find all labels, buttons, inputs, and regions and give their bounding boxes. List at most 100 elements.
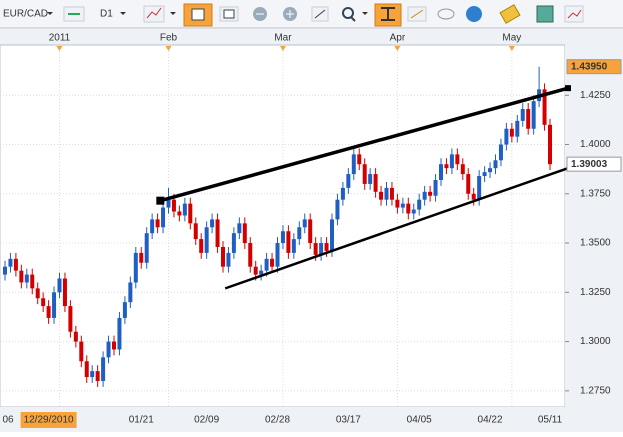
icon[interactable] — [466, 6, 482, 22]
candle-body — [226, 252, 231, 267]
candle-body — [542, 89, 547, 125]
icon[interactable] — [63, 6, 85, 22]
candle-body — [84, 361, 89, 378]
candle-body — [411, 209, 416, 214]
x-tick-label: 02/28 — [265, 415, 290, 426]
candle-body — [264, 258, 269, 271]
x-tick-label: 02/09 — [194, 415, 219, 426]
candle-body — [177, 211, 182, 216]
candle-body — [400, 203, 405, 208]
candle-body — [504, 128, 509, 145]
period-marker — [394, 46, 401, 51]
candle-body — [379, 191, 384, 200]
candle-body — [19, 270, 24, 283]
icon[interactable] — [253, 7, 267, 21]
date-highlight — [20, 412, 77, 428]
candle-body — [8, 258, 13, 267]
y-tick-label: 1.4250 — [580, 90, 611, 101]
candle-body — [188, 203, 193, 224]
candle-body — [526, 109, 531, 129]
trendline-handle — [156, 196, 165, 205]
candle-body — [330, 219, 334, 251]
candle-body — [422, 191, 427, 200]
timeframe-dropdown[interactable] — [120, 12, 126, 15]
candle-body — [389, 187, 394, 200]
candle-body — [460, 164, 465, 175]
candle-body — [488, 168, 493, 173]
candle-body — [471, 193, 476, 200]
x-tick-label: 04/05 — [407, 415, 432, 426]
candle-body — [242, 223, 247, 244]
period-label: 2011 — [49, 33, 71, 44]
candle-body — [237, 223, 242, 234]
candle-body — [90, 371, 95, 378]
period-label: Apr — [390, 33, 406, 44]
trendline — [224, 166, 569, 290]
candle-body — [199, 239, 204, 253]
candle-body — [335, 199, 340, 220]
icon[interactable] — [499, 4, 521, 24]
candle-body — [351, 154, 356, 175]
symbol-select[interactable]: EUR/CAD — [3, 9, 48, 20]
icon[interactable] — [564, 5, 584, 23]
period-marker — [279, 46, 286, 51]
icon[interactable] — [342, 7, 356, 22]
candle-body — [280, 231, 285, 244]
icon[interactable] — [536, 5, 554, 23]
candle-body — [253, 266, 258, 275]
icon[interactable] — [437, 8, 455, 20]
candle-body — [324, 243, 329, 251]
x-tick-label: 01/21 — [129, 415, 154, 426]
price-axis — [565, 29, 623, 432]
price-marker — [566, 156, 622, 172]
candle-body — [515, 120, 520, 137]
y-tick-label: 1.3500 — [580, 238, 611, 249]
trendline-handle — [564, 85, 571, 92]
candle-body — [362, 164, 367, 184]
symbol-dropdown[interactable] — [47, 12, 53, 15]
period-label: May — [502, 33, 521, 44]
candle-body — [308, 219, 313, 244]
candle-body — [406, 203, 411, 214]
icon[interactable] — [143, 5, 165, 23]
candle-body — [41, 298, 46, 307]
candle-body — [62, 278, 67, 307]
candle-body — [35, 288, 40, 299]
candle-body — [357, 154, 362, 165]
time-axis-bottom — [0, 407, 565, 432]
candle-body — [155, 219, 160, 228]
candle-body — [319, 243, 324, 255]
candle-body — [52, 292, 57, 318]
timeframe-select[interactable]: D1 — [100, 9, 113, 20]
icon[interactable] — [407, 6, 427, 22]
candle-body — [433, 179, 438, 196]
icon[interactable] — [183, 3, 213, 27]
candle-body — [531, 101, 536, 129]
candle-body — [259, 270, 264, 275]
candle-body — [13, 258, 18, 271]
candle-body — [101, 357, 106, 381]
icon[interactable] — [374, 3, 402, 27]
candle-body — [449, 154, 454, 169]
icon[interactable] — [311, 6, 329, 22]
icon[interactable] — [283, 7, 297, 21]
candle-body — [498, 144, 503, 161]
candle-body — [117, 317, 122, 350]
candle-body — [68, 306, 73, 332]
candle-body — [46, 306, 51, 318]
candle-body — [466, 174, 471, 194]
trendline — [159, 86, 569, 203]
chart-dropdown[interactable] — [170, 12, 176, 15]
candle-body — [373, 174, 378, 192]
icon[interactable] — [219, 6, 239, 22]
y-tick-label: 1.3000 — [580, 336, 611, 347]
candle-body — [482, 172, 487, 177]
candle-body — [340, 187, 345, 200]
x-tick-label: 05/11 — [538, 415, 563, 426]
period-label: Feb — [160, 33, 178, 44]
candle-body — [231, 233, 236, 253]
zoom-dropdown[interactable] — [362, 12, 368, 15]
y-tick-label: 1.3250 — [580, 287, 611, 298]
period-marker — [56, 46, 63, 51]
price-marker — [566, 59, 622, 75]
